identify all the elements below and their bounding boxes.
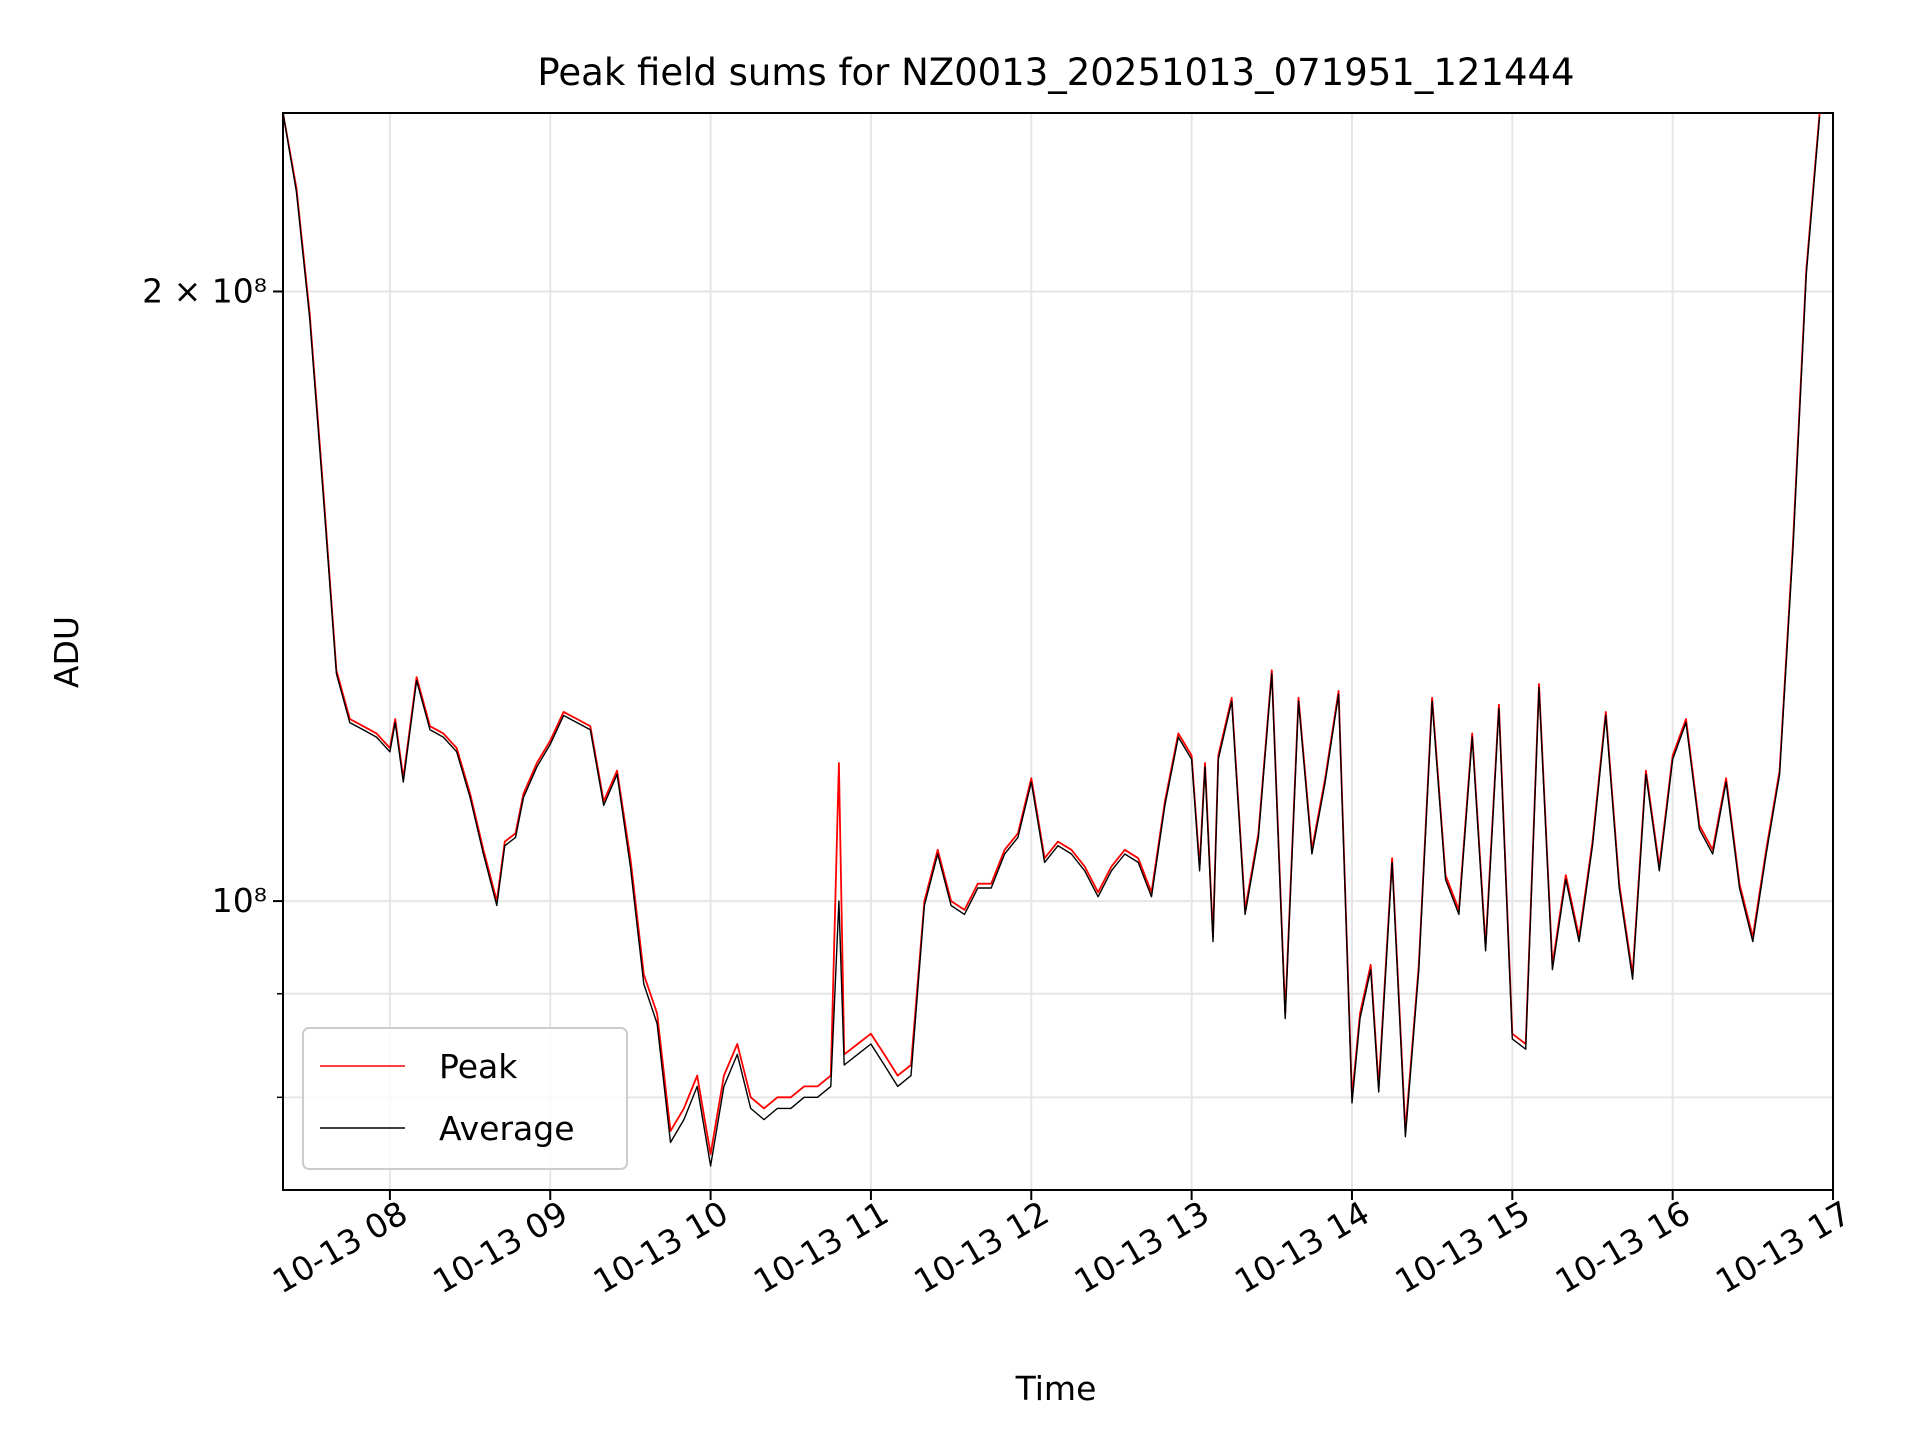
y-tick-label: 10⁸ (212, 881, 267, 920)
x-axis-label: Time (1015, 1369, 1097, 1408)
y-axis-label: ADU (47, 616, 86, 688)
legend: Peak Average (302, 1027, 628, 1170)
series-lines (282, 112, 1821, 1167)
chart-title: Peak field sums for NZ0013_20251013_0719… (537, 51, 1574, 94)
legend-average-label: Average (439, 1109, 575, 1148)
y-axis: 10⁸ 2 × 10⁸ (142, 271, 283, 1099)
legend-peak-label: Peak (439, 1047, 518, 1086)
series-line-average (282, 112, 1821, 1167)
plot-area-frame (282, 112, 1834, 1191)
y-tick-label: 2 × 10⁸ (142, 271, 267, 310)
legend-box (302, 1027, 628, 1170)
